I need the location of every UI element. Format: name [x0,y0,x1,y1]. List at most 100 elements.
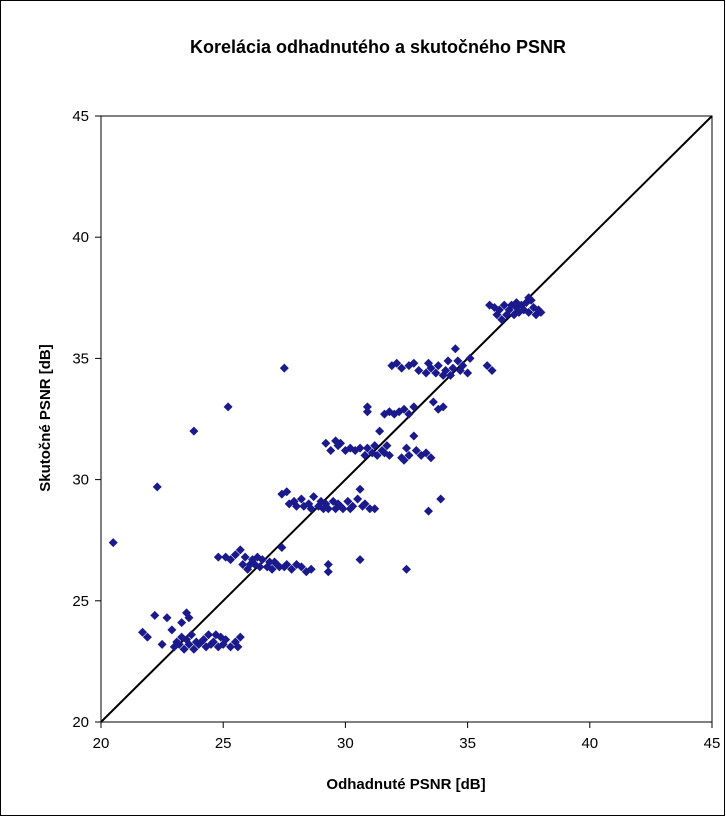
data-point [375,426,385,436]
data-point [348,501,358,511]
data-point [221,635,231,645]
data-point [233,642,243,652]
data-point [323,559,333,569]
data-point [426,453,436,463]
data-point [150,610,160,620]
data-point [208,637,218,647]
x-tick-label: 30 [337,735,354,752]
data-point [189,644,199,654]
data-point [296,562,306,572]
data-point [162,613,172,623]
data-point [409,402,419,412]
data-point [370,441,380,451]
y-tick-label: 25 [72,593,89,610]
data-point [108,538,118,548]
data-point [448,363,458,373]
data-point [226,642,236,652]
data-point [497,315,507,325]
data-point [184,639,194,649]
data-point [270,557,280,567]
data-point [482,361,492,371]
data-point [196,637,206,647]
data-point [423,506,433,516]
data-point [265,557,275,567]
data-point [365,504,375,514]
data-point [213,552,223,562]
data-point [211,630,221,640]
reference-diagonal-line [100,115,713,723]
data-point [338,504,348,514]
data-point [240,552,250,562]
data-point [282,559,292,569]
data-point [204,630,214,640]
data-point [450,344,460,354]
data-point [355,555,365,565]
data-point [360,499,370,509]
data-point [238,559,248,569]
data-point [167,625,177,635]
data-point [230,550,240,560]
data-point [443,356,453,366]
data-point [409,358,419,368]
data-point [438,402,448,412]
data-point [421,448,431,458]
y-tick-label: 20 [72,714,89,731]
data-point [431,368,441,378]
data-point [392,358,402,368]
data-point [157,639,167,649]
data-point [382,441,392,451]
data-point [184,613,194,623]
data-point [536,307,546,317]
y-tick-label: 45 [72,108,89,125]
data-point [524,293,534,303]
data-point [355,443,365,453]
y-axis: 20 25 30 35 40 45 [72,108,101,731]
y-axis-title: Skutočné PSNR [dB] [37,344,54,492]
data-point [409,431,419,441]
data-point [463,368,473,378]
data-point [267,564,277,574]
data-point [309,492,319,502]
data-point [343,496,353,506]
data-points [108,293,546,654]
y-tick-label: 35 [72,350,89,367]
x-tick-label: 35 [459,735,476,752]
data-point [321,438,331,448]
data-point [174,639,184,649]
data-point [323,504,333,514]
data-point [402,443,411,453]
data-point [235,632,245,642]
data-point [453,356,463,366]
data-point [177,632,187,642]
data-point [428,397,438,407]
x-axis: 20 25 30 35 40 45 [93,722,721,752]
data-point [186,630,196,640]
data-point [402,564,411,574]
x-tick-label: 45 [704,735,721,752]
data-point [353,494,363,504]
data-point [423,358,433,368]
data-point [287,564,297,574]
data-point [362,443,372,453]
x-tick-label: 25 [215,735,232,752]
x-axis-title: Odhadnuté PSNR [dB] [326,776,485,793]
y-tick-label: 40 [72,229,89,246]
data-point [326,446,336,456]
data-point [255,562,265,572]
data-point [189,426,199,436]
data-point [524,307,534,317]
data-point [138,627,148,637]
data-point [433,361,443,371]
data-point [397,453,407,463]
data-point [223,402,233,412]
data-point [245,559,255,569]
data-point [404,409,414,419]
data-point [142,632,152,642]
data-point [177,618,187,628]
data-point [323,567,333,577]
data-point [306,504,316,514]
data-point [370,504,380,514]
data-point [445,370,455,380]
data-point [436,494,446,504]
